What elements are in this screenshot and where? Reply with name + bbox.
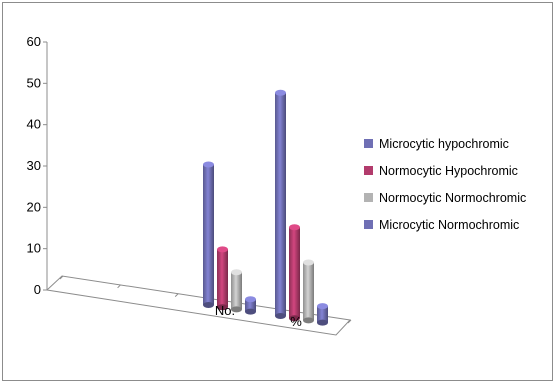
legend-label: Microcytic Normochromic: [379, 217, 520, 232]
bar: [245, 296, 256, 315]
bar-base: [245, 308, 256, 315]
bar-top: [203, 161, 214, 168]
bar-body: [231, 272, 242, 310]
labels: 0 10 20 30 40 50 60 No.%: [27, 34, 303, 329]
x-category-label: No.: [215, 303, 235, 318]
legend-swatch: [364, 139, 373, 148]
floor-plane: [45, 275, 352, 336]
legend-item: Microcytic Normochromic: [364, 213, 554, 236]
y-tick-label: 0: [34, 282, 41, 297]
bar-top: [289, 224, 300, 231]
legend-label: Normocytic Hypochromic: [379, 163, 518, 178]
bar-body: [303, 262, 314, 321]
y-tick-label: 40: [27, 117, 41, 132]
x-category-label: %: [290, 314, 302, 329]
bar: [203, 161, 214, 308]
legend-item: Microcytic hypochromic: [364, 132, 554, 155]
bar-body: [317, 306, 328, 323]
legend-item: Normocytic Hypochromic: [364, 159, 554, 182]
floor-tick: [174, 293, 179, 297]
y-tick-label: 30: [27, 158, 41, 173]
legend-label: Microcytic hypochromic: [379, 136, 509, 151]
bar-base: [275, 313, 286, 319]
legend-item: Normocytic Normochromic: [364, 186, 554, 209]
legend-swatch: [364, 220, 373, 229]
bar-base: [203, 302, 214, 308]
bar: [303, 259, 314, 324]
bar: [217, 246, 228, 311]
bar-top: [231, 269, 242, 276]
bar-base: [217, 304, 228, 311]
bar-top: [217, 246, 228, 253]
bar: [275, 89, 286, 319]
bar-top: [245, 296, 256, 303]
bar-top: [317, 303, 328, 310]
bar-body: [245, 299, 256, 312]
bar-body: [217, 249, 228, 308]
bar-base: [289, 315, 300, 322]
bar-base: [303, 317, 314, 324]
bar-base: [317, 319, 328, 326]
legend-label: Normocytic Normochromic: [379, 190, 527, 205]
y-tick-label: 50: [27, 75, 41, 90]
floor-tick: [347, 319, 352, 324]
bar-body: [275, 92, 286, 316]
bar-body: [289, 227, 300, 319]
bar: [231, 269, 242, 313]
bar-top: [275, 89, 286, 96]
bar: [289, 224, 300, 322]
bar-top: [303, 259, 314, 266]
bars: [203, 89, 328, 326]
chart-frame: [2, 2, 553, 381]
y-tick-label: 10: [27, 241, 41, 256]
floor-tick: [59, 275, 64, 280]
legend-swatch: [364, 193, 373, 202]
legend-swatch: [364, 166, 373, 175]
bar-base: [231, 306, 242, 313]
bar: [317, 303, 328, 326]
legend: Microcytic hypochromic Normocytic Hypochr…: [364, 132, 554, 240]
floor-tick: [117, 284, 121, 289]
y-tick-label: 60: [27, 34, 41, 49]
bar-body: [203, 164, 214, 305]
y-tick-label: 20: [27, 199, 41, 214]
